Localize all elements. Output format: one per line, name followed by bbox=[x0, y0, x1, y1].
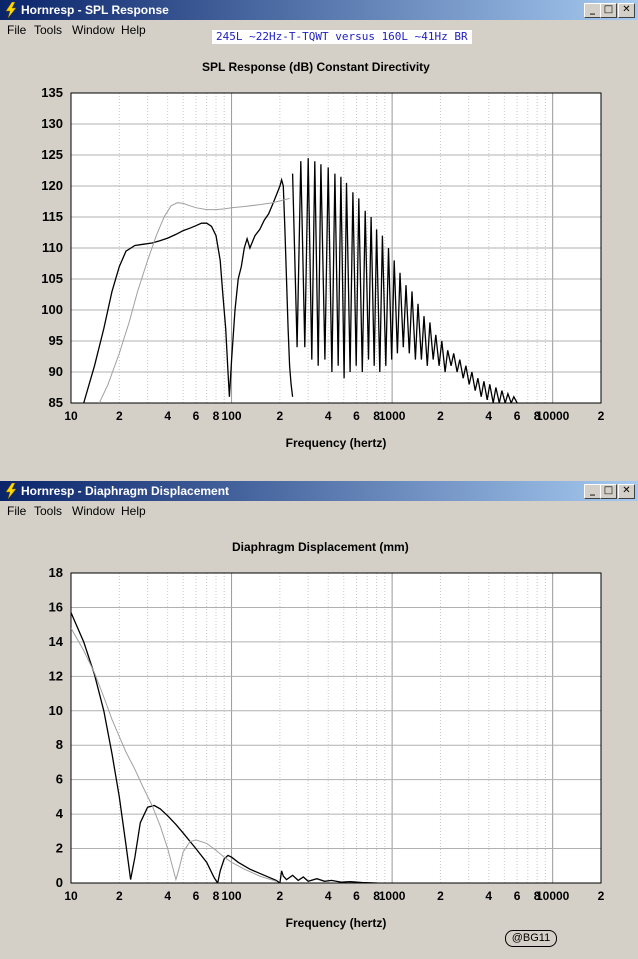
x-tick-label: 8 bbox=[373, 889, 380, 903]
y-tick-label: 120 bbox=[41, 178, 63, 193]
x-tick-label: 2 bbox=[437, 889, 444, 903]
y-tick-label: 100 bbox=[41, 302, 63, 317]
spl-response-window: Hornresp - SPL Response _ □ ✕ File Tools… bbox=[0, 0, 638, 479]
chart-title: SPL Response (dB) Constant Directivity bbox=[202, 60, 430, 74]
y-tick-label: 10 bbox=[49, 703, 63, 718]
x-tick-label: 4 bbox=[164, 889, 171, 903]
window-title: Hornresp - Diaphragm Displacement bbox=[21, 484, 230, 498]
x-tick-label: 2 bbox=[116, 889, 123, 903]
x-tick-label: 2 bbox=[277, 889, 284, 903]
y-tick-label: 14 bbox=[49, 634, 64, 649]
menu-help[interactable]: Help bbox=[121, 504, 146, 518]
x-tick-label: 6 bbox=[353, 409, 360, 423]
x-axis-label: Frequency (hertz) bbox=[286, 916, 387, 930]
plot-frame bbox=[70, 92, 602, 404]
menu-bar: File Tools Window Help bbox=[0, 21, 638, 39]
x-tick-label: 10 bbox=[64, 889, 78, 903]
menu-file[interactable]: File bbox=[7, 504, 27, 518]
menu-window[interactable]: Window bbox=[72, 504, 115, 518]
y-tick-label: 0 bbox=[56, 875, 63, 890]
author-stamp: @BG11 bbox=[505, 930, 557, 947]
menu-tools[interactable]: Tools bbox=[34, 504, 63, 518]
chart-title: Diaphragm Displacement (mm) bbox=[232, 540, 409, 554]
y-tick-label: 18 bbox=[49, 565, 63, 580]
plot-frame bbox=[70, 572, 602, 884]
y-tick-label: 8 bbox=[56, 737, 63, 752]
lightning-icon bbox=[5, 2, 17, 18]
displacement-window: Hornresp - Diaphragm Displacement _ □ ✕ … bbox=[0, 481, 638, 959]
close-icon[interactable]: ✕ bbox=[618, 3, 635, 18]
x-tick-label: 2 bbox=[277, 409, 284, 423]
menu-window[interactable]: Window bbox=[72, 23, 115, 37]
x-tick-label: 10000 bbox=[536, 409, 570, 423]
menu-bar: File Tools Window Help bbox=[0, 502, 638, 520]
primary-trace bbox=[71, 612, 377, 883]
x-tick-label: 2 bbox=[598, 889, 605, 903]
secondary-trace bbox=[71, 627, 277, 882]
menu-tools[interactable]: Tools bbox=[34, 23, 63, 37]
y-tick-label: 105 bbox=[41, 271, 63, 286]
maximize-icon[interactable]: □ bbox=[600, 3, 617, 18]
x-tick-label: 8 bbox=[534, 409, 541, 423]
comparison-banner: 245L ~22Hz-T-TQWT versus 160L ~41Hz BR bbox=[212, 30, 472, 44]
y-tick-label: 125 bbox=[41, 147, 63, 162]
x-tick-label: 6 bbox=[514, 889, 521, 903]
y-tick-label: 85 bbox=[49, 395, 63, 410]
x-tick-label: 8 bbox=[213, 889, 220, 903]
x-tick-label: 4 bbox=[325, 409, 332, 423]
y-tick-label: 115 bbox=[42, 209, 63, 224]
window-title: Hornresp - SPL Response bbox=[21, 3, 169, 17]
primary-trace bbox=[291, 158, 518, 403]
y-tick-label: 16 bbox=[49, 599, 63, 614]
close-icon[interactable]: ✕ bbox=[618, 484, 635, 499]
x-tick-label: 1000 bbox=[379, 409, 406, 423]
maximize-icon[interactable]: □ bbox=[600, 484, 617, 499]
x-tick-label: 2 bbox=[598, 409, 605, 423]
x-tick-label: 8 bbox=[373, 409, 380, 423]
x-tick-label: 6 bbox=[193, 409, 200, 423]
title-bar[interactable]: Hornresp - SPL Response _ □ ✕ bbox=[0, 0, 638, 20]
x-tick-label: 8 bbox=[213, 409, 220, 423]
plot-area bbox=[71, 573, 601, 883]
x-tick-label: 1000 bbox=[379, 889, 406, 903]
x-tick-label: 4 bbox=[485, 889, 492, 903]
secondary-trace bbox=[98, 197, 290, 403]
x-axis-label: Frequency (hertz) bbox=[286, 436, 387, 450]
x-tick-label: 8 bbox=[534, 889, 541, 903]
y-tick-label: 90 bbox=[49, 364, 63, 379]
x-tick-label: 6 bbox=[353, 889, 360, 903]
x-tick-label: 10000 bbox=[536, 889, 570, 903]
x-tick-label: 4 bbox=[325, 889, 332, 903]
x-tick-label: 100 bbox=[222, 409, 242, 423]
y-tick-label: 2 bbox=[56, 841, 63, 856]
y-tick-label: 130 bbox=[41, 116, 63, 131]
x-tick-label: 10 bbox=[64, 409, 78, 423]
x-tick-label: 6 bbox=[193, 889, 200, 903]
x-tick-label: 6 bbox=[514, 409, 521, 423]
x-tick-label: 4 bbox=[164, 409, 171, 423]
y-tick-label: 6 bbox=[56, 772, 63, 787]
x-tick-label: 2 bbox=[116, 409, 123, 423]
primary-trace bbox=[83, 177, 294, 403]
y-tick-label: 110 bbox=[42, 240, 63, 255]
y-tick-label: 4 bbox=[56, 806, 64, 821]
menu-file[interactable]: File bbox=[7, 23, 27, 37]
lightning-icon bbox=[5, 483, 17, 499]
menu-help[interactable]: Help bbox=[121, 23, 146, 37]
y-tick-label: 95 bbox=[49, 333, 63, 348]
x-tick-label: 4 bbox=[485, 409, 492, 423]
x-tick-label: 100 bbox=[222, 889, 242, 903]
title-bar[interactable]: Hornresp - Diaphragm Displacement _ □ ✕ bbox=[0, 481, 638, 501]
y-tick-label: 12 bbox=[49, 668, 63, 683]
y-tick-label: 135 bbox=[41, 85, 63, 100]
x-tick-label: 2 bbox=[437, 409, 444, 423]
